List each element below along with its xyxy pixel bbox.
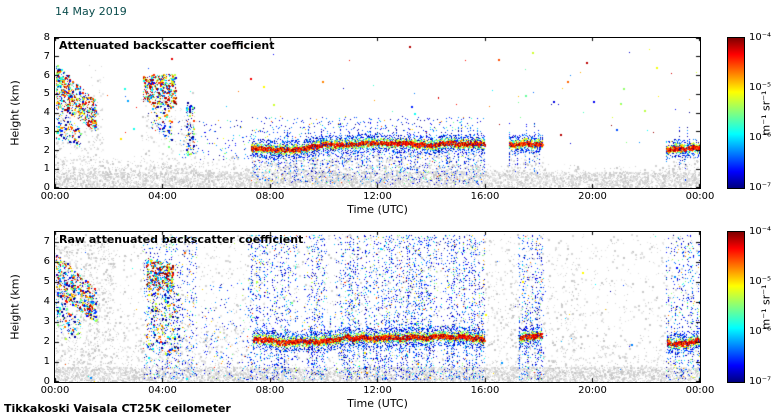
y-tick-label: 0	[43, 182, 50, 193]
y-tick-label: 3	[43, 316, 50, 327]
panel-attenuated-backscatter: Attenuated backscatter coefficient	[54, 37, 701, 189]
panel-title-bottom: Raw attenuated backscatter coefficient	[59, 233, 304, 246]
x-axis-label-top: Time (UTC)	[347, 203, 408, 216]
colorbar-top	[727, 37, 745, 189]
x-tick-label: 00:00	[40, 385, 70, 396]
colorbar-tick-label: 10⁻⁵	[749, 276, 772, 287]
x-tick-label: 04:00	[148, 385, 177, 396]
heatmap-attenuated-backscatter	[55, 38, 700, 188]
y-tick-label: 5	[43, 88, 50, 100]
y-tick-label: 4	[43, 107, 50, 118]
x-tick-label: 20:00	[578, 385, 607, 396]
y-axis-label-bottom: Height (km)	[8, 274, 22, 340]
colorbar-tick-label: 10⁻⁵	[749, 82, 772, 93]
y-tick-label: 7	[43, 50, 50, 62]
x-tick-label: 00:00	[685, 385, 715, 396]
heatmap-raw-attenuated-backscatter	[55, 232, 700, 382]
y-tick-label: 2	[43, 144, 50, 156]
colorbar-unit-label-top: m⁻¹ sr⁻¹	[759, 90, 773, 136]
y-tick-label: 2	[43, 336, 50, 347]
x-tick-label: 00:00	[685, 191, 715, 202]
x-tick-label: 16:00	[470, 385, 500, 396]
colorbar-tick-label: 10⁻⁴	[749, 226, 772, 237]
panel-raw-attenuated-backscatter: Raw attenuated backscatter coefficient	[54, 231, 701, 383]
x-tick-label: 08:00	[255, 385, 285, 396]
y-tick-label: 3	[43, 125, 50, 137]
panel-title-top: Attenuated backscatter coefficient	[59, 39, 275, 52]
y-tick-label: 8	[43, 32, 50, 43]
colorbar-bottom	[727, 231, 745, 383]
x-axis-label-bottom: Time (UTC)	[347, 397, 408, 410]
y-tick-label: 7	[43, 236, 50, 247]
x-tick-label: 16:00	[470, 191, 500, 202]
x-tick-label: 20:00	[578, 191, 607, 202]
colorbar-tick-label: 10⁻⁷	[749, 376, 772, 387]
colorbar-tick-label: 10⁻⁷	[749, 182, 772, 193]
x-tick-label: 12:00	[363, 191, 392, 202]
y-axis-label-top: Height (km)	[8, 80, 22, 146]
x-tick-label: 12:00	[363, 385, 392, 396]
y-tick-label: 6	[43, 69, 50, 81]
instrument-label: Tikkakoski Vaisala CT25K ceilometer	[4, 402, 231, 415]
colorbar-tick-label: 10⁻⁶	[749, 326, 772, 337]
colorbar-unit-label-bottom: m⁻¹ sr⁻¹	[759, 284, 773, 330]
y-tick-label: 5	[43, 276, 50, 287]
colorbar-tick-label: 10⁻⁴	[749, 32, 772, 43]
y-tick-label: 1	[43, 356, 50, 367]
x-tick-label: 00:00	[40, 191, 70, 202]
x-tick-label: 08:00	[255, 191, 285, 202]
x-tick-label: 04:00	[148, 191, 177, 202]
y-tick-label: 0	[43, 376, 50, 387]
colorbar-tick-label: 10⁻⁶	[749, 132, 772, 143]
y-tick-label: 1	[43, 163, 50, 175]
y-tick-label: 4	[43, 296, 50, 307]
date-label: 14 May 2019	[55, 5, 127, 18]
y-tick-label: 6	[43, 256, 50, 267]
